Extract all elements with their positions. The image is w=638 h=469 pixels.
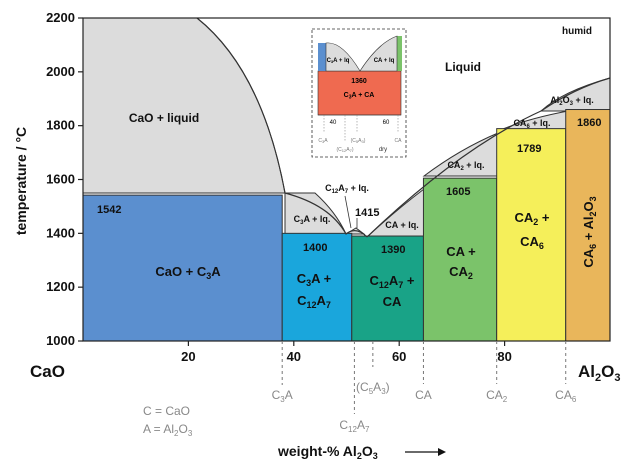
temp-1542: 1542 [97, 204, 121, 216]
x-axis-label: weight-% Al2O3 [277, 443, 378, 461]
compound-label-c12a7: C12A7 [339, 418, 370, 434]
x-tick-label-40: 40 [287, 349, 301, 364]
liquidus-curve-right [366, 77, 611, 238]
temp-1415: 1415 [355, 207, 379, 219]
label-cao-c3a: CaO + C3A [155, 264, 221, 281]
y-tick-label-1600: 1600 [46, 172, 75, 187]
temp-1390: 1390 [381, 244, 405, 256]
label-ca-ca2-2: CA2 [449, 264, 473, 281]
inset-diagram: C3A + lq CA + lq 1360 C3A + CA 40 60 C3A… [311, 28, 407, 158]
compound-lines: C3A C12A7 (C5A3) CA CA2 CA6 [272, 341, 577, 434]
label-humid: humid [562, 26, 592, 37]
field-labels: CaO + liquid Liquid humid C3A + lq. C12A… [129, 26, 598, 310]
y-tick-label-1200: 1200 [46, 279, 75, 294]
note-a-al2o3: A = Al2O3 [143, 422, 193, 438]
compound-label-ca6: CA6 [555, 388, 577, 404]
temp-1860: 1860 [577, 117, 601, 129]
inset-label-c3a: C3A [318, 138, 328, 144]
compound-label-c5a3: (C5A3) [356, 380, 390, 396]
x-end-label-cao: CaO [30, 362, 65, 381]
label-ca2-ca6: CA2 + [514, 210, 549, 227]
label-ca-liquid: CA + lq. [385, 220, 418, 230]
inset-field-green [397, 36, 402, 71]
y-axis-label: temperature / °C [13, 127, 29, 235]
x-end-label-al2o3: Al2O3 [578, 362, 620, 384]
compound-label-c3a: C3A [272, 388, 293, 404]
inset-label-c12a7: (C12A7) [337, 147, 354, 153]
label-ca2-liquid: CA2 + lq. [447, 160, 484, 172]
y-tick-label-1000: 1000 [46, 333, 75, 348]
inset-label-c3a-lq: C3A + lq [327, 58, 350, 64]
label-ca2-ca6-2: CA6 [520, 234, 544, 251]
y-tick-label-1400: 1400 [46, 225, 75, 240]
x-tick-label-60: 60 [392, 349, 406, 364]
inset-field-blue [318, 43, 326, 71]
compound-label-ca: CA [415, 388, 432, 402]
label-c3a-c12a7: C3A + [297, 271, 332, 288]
temp-1400: 1400 [303, 242, 327, 254]
temp-1789: 1789 [517, 143, 541, 155]
label-liquid: Liquid [445, 60, 481, 74]
inset-tick-60: 60 [383, 120, 390, 126]
inset-note-dry: dry [379, 147, 387, 153]
field-ca6-al2o3 [565, 109, 611, 342]
inset-label-ca: CA [395, 138, 403, 144]
leader-c12a7 [344, 195, 352, 229]
label-ca-ca2: CA + [446, 244, 476, 259]
inset-temp-1360: 1360 [351, 78, 367, 85]
axes: 1000 1200 1400 1600 1800 2000 2200 20 40 60 80 [46, 10, 512, 364]
field-c12a7-ca [351, 235, 424, 342]
label-c3a-c12a7-2: C12A7 [297, 293, 331, 310]
label-c12a7-ca: C12A7 + [369, 273, 414, 290]
inset-tick-40: 40 [330, 120, 337, 126]
liquidus-curve-left [196, 17, 368, 238]
inset-label-c3a-ca: C3A + CA [344, 92, 375, 101]
label-cao-liquid: CaO + liquid [129, 111, 199, 125]
x-tick-label-20: 20 [181, 349, 195, 364]
label-c12a7-ca-2: CA [383, 294, 402, 309]
x-tick-label-80: 80 [497, 349, 511, 364]
field-ca2-ca6 [496, 128, 567, 342]
note-c-cao: C = CaO [143, 404, 190, 418]
label-ca6-al2o3: CA6 + Al2O3 [581, 196, 598, 267]
y-tick-label-1800: 1800 [46, 118, 75, 133]
inset-field-c3a-ca [317, 70, 402, 116]
inset-field-ca-liquid [359, 35, 398, 72]
field-c3a-c12a7 [281, 232, 353, 342]
label-ca6-liquid: CA6 + lq. [513, 118, 550, 130]
liquidus-fields [82, 17, 611, 238]
x-axis-arrow-head [438, 448, 446, 456]
temp-1605: 1605 [446, 186, 470, 198]
compound-label-ca2: CA2 [486, 388, 508, 404]
inset-label-c5a3: (C5A3) [351, 138, 366, 144]
y-tick-label-2000: 2000 [46, 64, 75, 79]
temperature-labels: 1542 1400 1415 1390 1605 1789 1860 [97, 117, 601, 256]
label-c3a-liquid: C3A + lq. [294, 214, 331, 226]
y-tick-label-2200: 2200 [46, 10, 75, 25]
liquidus-curves [196, 17, 611, 238]
field-ca-ca2 [422, 177, 498, 342]
inset-label-ca-lq: CA + lq [374, 58, 395, 64]
solid-fields [82, 109, 611, 342]
